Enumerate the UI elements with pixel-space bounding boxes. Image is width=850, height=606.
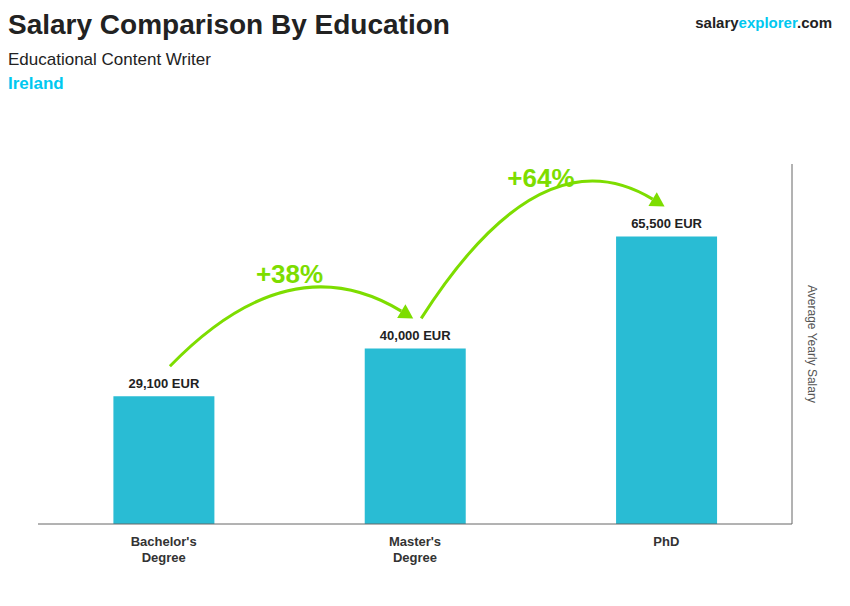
svg-text:65,500 EUR: 65,500 EUR: [631, 216, 702, 231]
html-text:salary explorer.com: salary explorer.com: [695, 14, 832, 31]
html-text:Educational Content Writer: Educational Content Writer: [8, 50, 211, 69]
svg-text:Average Yearly Salary: Average Yearly Salary: [805, 285, 819, 403]
svg-text:Bachelor'sDegree: Bachelor'sDegree: [131, 534, 197, 565]
svg-text:+38%: +38%: [256, 259, 323, 289]
svg-text:29,100 EUR: 29,100 EUR: [128, 376, 199, 391]
svg-text:PhD: PhD: [653, 534, 679, 549]
html-text:Salary Comparison By Education: Salary Comparison By Education: [8, 9, 450, 40]
svg-text:+64%: +64%: [507, 163, 574, 193]
svg-text:40,000 EUR: 40,000 EUR: [380, 328, 451, 343]
svg-text:Master'sDegree: Master'sDegree: [389, 534, 441, 565]
html-text:Ireland: Ireland: [8, 74, 64, 93]
